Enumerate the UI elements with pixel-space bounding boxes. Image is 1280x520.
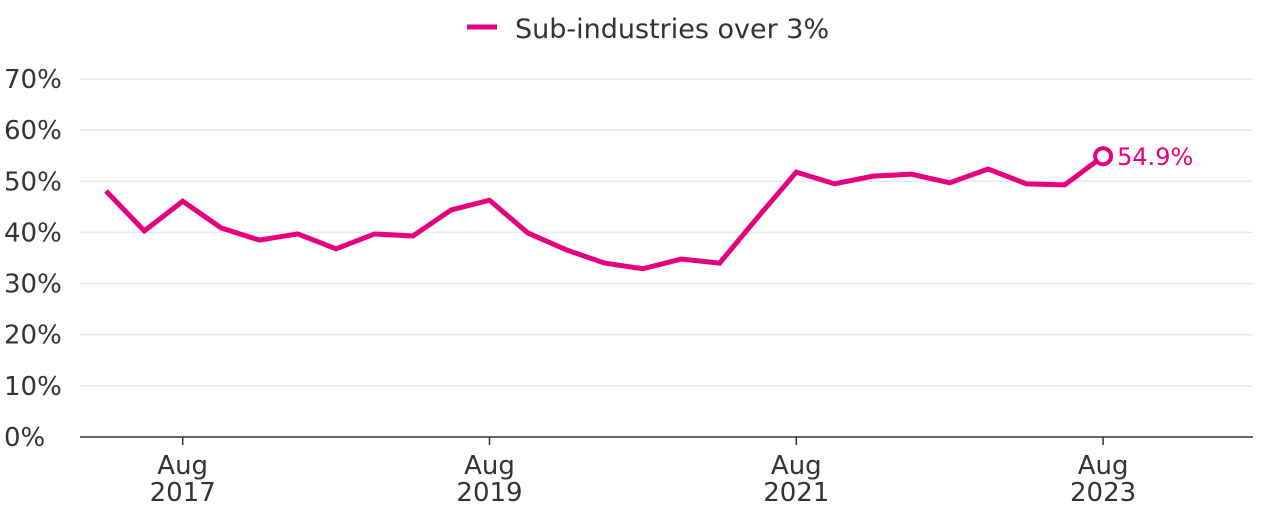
x-tick-month: Aug — [1078, 451, 1129, 481]
data-point — [603, 261, 607, 265]
y-tick-label: 10% — [4, 372, 62, 402]
y-tick-label: 70% — [4, 65, 62, 95]
y-tick-label: 50% — [4, 167, 62, 197]
legend-label: Sub-industries over 3% — [515, 14, 829, 45]
data-point — [986, 167, 990, 171]
y-tick-label: 0% — [4, 423, 45, 453]
data-point — [104, 189, 108, 193]
x-tick-year: 2017 — [150, 478, 216, 508]
data-point — [181, 199, 185, 203]
data-point — [718, 261, 722, 265]
data-point — [449, 208, 453, 212]
data-point — [334, 247, 338, 251]
x-tick-year: 2023 — [1070, 478, 1136, 508]
y-tick-label: 40% — [4, 218, 62, 248]
data-point — [909, 172, 913, 176]
legend: Sub-industries over 3% — [467, 14, 829, 45]
data-point — [1024, 182, 1028, 186]
data-point — [296, 232, 300, 236]
data-point — [372, 232, 376, 236]
y-tick-label: 30% — [4, 270, 62, 300]
x-tick-month: Aug — [157, 451, 208, 481]
data-point — [948, 181, 952, 185]
x-tick-year: 2021 — [763, 478, 829, 508]
data-point — [794, 170, 798, 174]
x-tick-month: Aug — [771, 451, 822, 481]
data-point — [756, 215, 760, 219]
x-tick-month: Aug — [464, 451, 515, 481]
data-point — [219, 226, 223, 230]
data-point — [411, 234, 415, 238]
data-point — [1063, 183, 1067, 187]
last-point-marker — [1093, 146, 1114, 167]
data-point — [488, 198, 492, 202]
x-tick-year: 2019 — [456, 478, 522, 508]
last-value-label: 54.9% — [1117, 143, 1193, 171]
series-line — [104, 154, 1105, 272]
data-point — [564, 248, 568, 252]
data-point — [871, 174, 875, 178]
data-point — [257, 238, 261, 242]
y-tick-label: 60% — [4, 116, 62, 146]
data-point — [526, 231, 530, 235]
y-tick-label: 20% — [4, 321, 62, 351]
data-point — [641, 267, 645, 271]
data-point — [142, 229, 146, 233]
data-point — [833, 182, 837, 186]
data-point — [679, 257, 683, 261]
